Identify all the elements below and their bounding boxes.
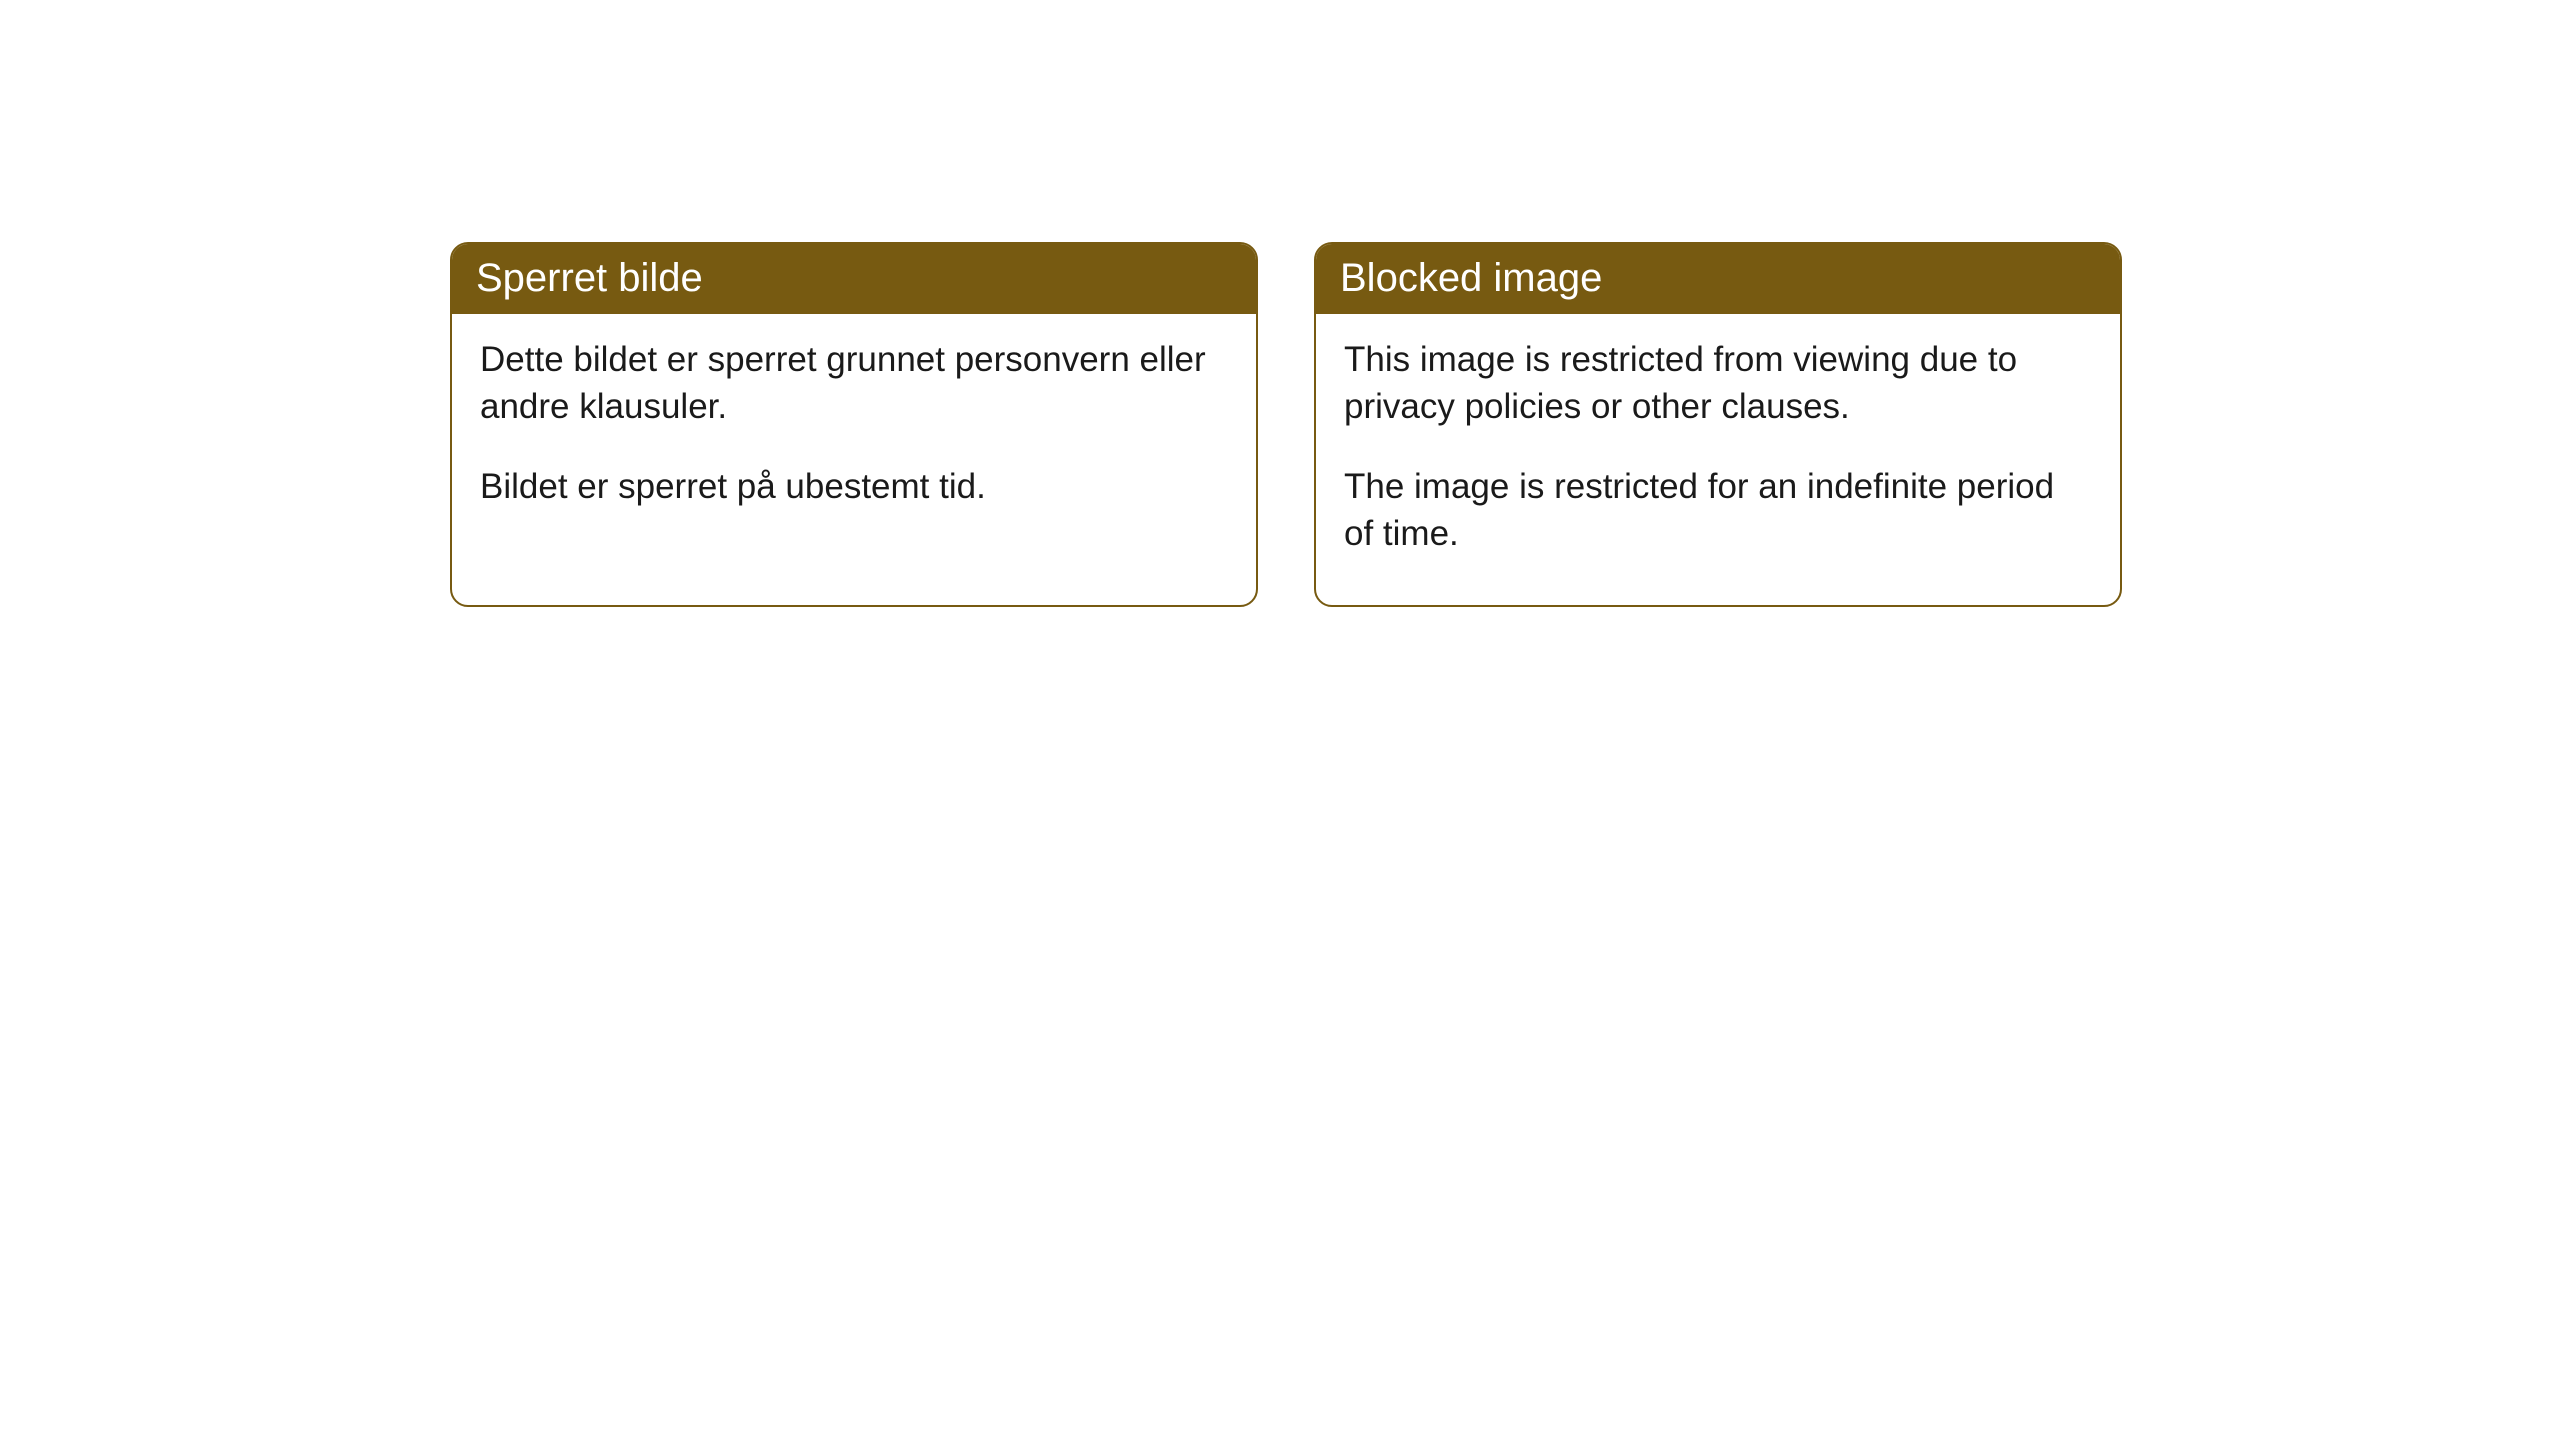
card-paragraph-2-english: The image is restricted for an indefinit… <box>1344 463 2092 558</box>
card-body-norwegian: Dette bildet er sperret grunnet personve… <box>452 314 1256 558</box>
card-paragraph-2-norwegian: Bildet er sperret på ubestemt tid. <box>480 463 1228 510</box>
card-title-norwegian: Sperret bilde <box>476 256 703 300</box>
card-body-english: This image is restricted from viewing du… <box>1316 314 2120 605</box>
card-title-english: Blocked image <box>1340 256 1602 300</box>
notice-cards-container: Sperret bilde Dette bildet er sperret gr… <box>0 0 2560 607</box>
card-header-norwegian: Sperret bilde <box>452 244 1256 314</box>
notice-card-english: Blocked image This image is restricted f… <box>1314 242 2122 607</box>
card-header-english: Blocked image <box>1316 244 2120 314</box>
notice-card-norwegian: Sperret bilde Dette bildet er sperret gr… <box>450 242 1258 607</box>
card-paragraph-1-english: This image is restricted from viewing du… <box>1344 336 2092 431</box>
card-paragraph-1-norwegian: Dette bildet er sperret grunnet personve… <box>480 336 1228 431</box>
